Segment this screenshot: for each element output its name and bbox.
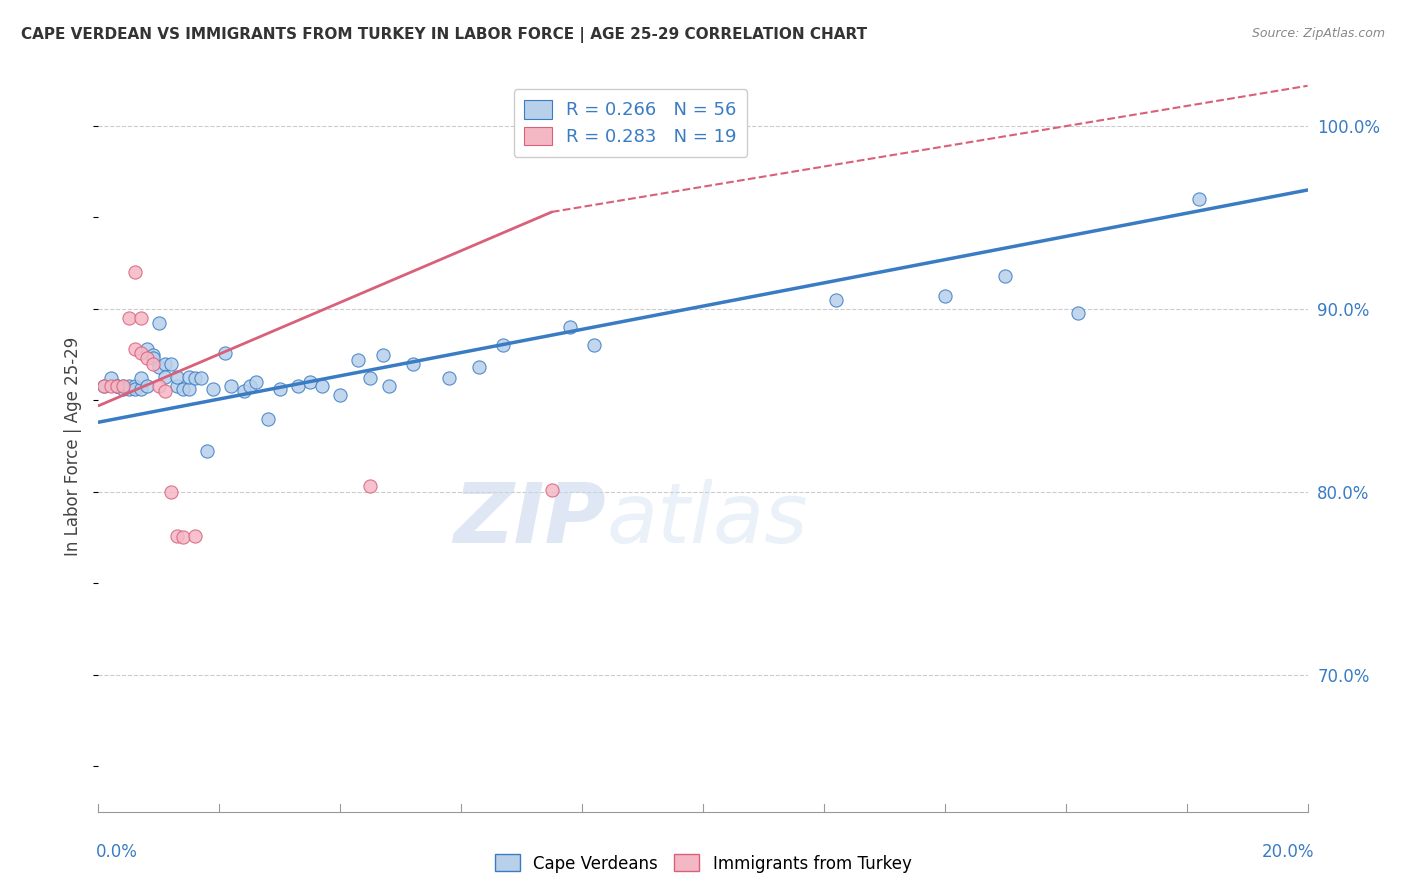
- Point: [245, 375, 267, 389]
- Point: [360, 371, 382, 385]
- Point: [583, 338, 606, 352]
- Point: [153, 384, 176, 399]
- Point: [124, 382, 146, 396]
- Point: [202, 382, 225, 396]
- Text: atlas: atlas: [606, 479, 808, 559]
- Point: [153, 357, 176, 371]
- Point: [1188, 192, 1211, 206]
- Y-axis label: In Labor Force | Age 25-29: In Labor Force | Age 25-29: [65, 336, 83, 556]
- Point: [93, 378, 115, 392]
- Point: [166, 528, 188, 542]
- Point: [221, 378, 243, 392]
- Text: 0.0%: 0.0%: [96, 843, 138, 861]
- Point: [184, 528, 207, 542]
- Text: CAPE VERDEAN VS IMMIGRANTS FROM TURKEY IN LABOR FORCE | AGE 25-29 CORRELATION CH: CAPE VERDEAN VS IMMIGRANTS FROM TURKEY I…: [21, 27, 868, 43]
- Text: 20.0%: 20.0%: [1263, 843, 1315, 861]
- Point: [172, 530, 194, 544]
- Point: [1067, 305, 1090, 319]
- Point: [100, 371, 122, 385]
- Point: [160, 357, 183, 371]
- Point: [105, 378, 128, 392]
- Legend: Cape Verdeans, Immigrants from Turkey: Cape Verdeans, Immigrants from Turkey: [488, 847, 918, 880]
- Point: [287, 378, 309, 392]
- Point: [994, 268, 1017, 283]
- Point: [172, 382, 194, 396]
- Point: [160, 484, 183, 499]
- Point: [311, 378, 333, 392]
- Point: [129, 371, 152, 385]
- Point: [111, 378, 134, 392]
- Point: [129, 345, 152, 359]
- Text: Source: ZipAtlas.com: Source: ZipAtlas.com: [1251, 27, 1385, 40]
- Point: [299, 375, 322, 389]
- Point: [148, 378, 170, 392]
- Point: [214, 345, 236, 359]
- Point: [329, 388, 352, 402]
- Point: [153, 369, 176, 384]
- Point: [124, 378, 146, 392]
- Point: [934, 289, 956, 303]
- Point: [437, 371, 460, 385]
- Point: [105, 378, 128, 392]
- Point: [148, 317, 170, 331]
- Point: [93, 378, 115, 392]
- Point: [195, 444, 218, 458]
- Point: [118, 310, 141, 325]
- Point: [129, 382, 152, 396]
- Point: [371, 347, 394, 362]
- Point: [166, 369, 188, 384]
- Point: [111, 378, 134, 392]
- Point: [179, 369, 201, 384]
- Point: [118, 378, 141, 392]
- Point: [269, 382, 291, 396]
- Point: [105, 378, 128, 392]
- Point: [558, 320, 581, 334]
- Point: [142, 357, 165, 371]
- Point: [402, 357, 425, 371]
- Point: [129, 310, 152, 325]
- Point: [825, 293, 848, 307]
- Point: [100, 378, 122, 392]
- Point: [111, 382, 134, 396]
- Point: [190, 371, 212, 385]
- Point: [360, 479, 382, 493]
- Point: [118, 382, 141, 396]
- Point: [124, 342, 146, 356]
- Point: [232, 384, 254, 399]
- Point: [124, 265, 146, 279]
- Text: ZIP: ZIP: [454, 479, 606, 559]
- Point: [468, 360, 491, 375]
- Point: [148, 360, 170, 375]
- Point: [135, 342, 157, 356]
- Point: [256, 411, 278, 425]
- Point: [492, 338, 515, 352]
- Point: [540, 483, 562, 497]
- Point: [142, 347, 165, 362]
- Point: [179, 382, 201, 396]
- Point: [239, 378, 262, 392]
- Point: [347, 353, 370, 368]
- Point: [135, 351, 157, 366]
- Legend: R = 0.266   N = 56, R = 0.283   N = 19: R = 0.266 N = 56, R = 0.283 N = 19: [513, 89, 748, 157]
- Point: [184, 371, 207, 385]
- Point: [377, 378, 399, 392]
- Point: [135, 378, 157, 392]
- Point: [166, 378, 188, 392]
- Point: [142, 351, 165, 366]
